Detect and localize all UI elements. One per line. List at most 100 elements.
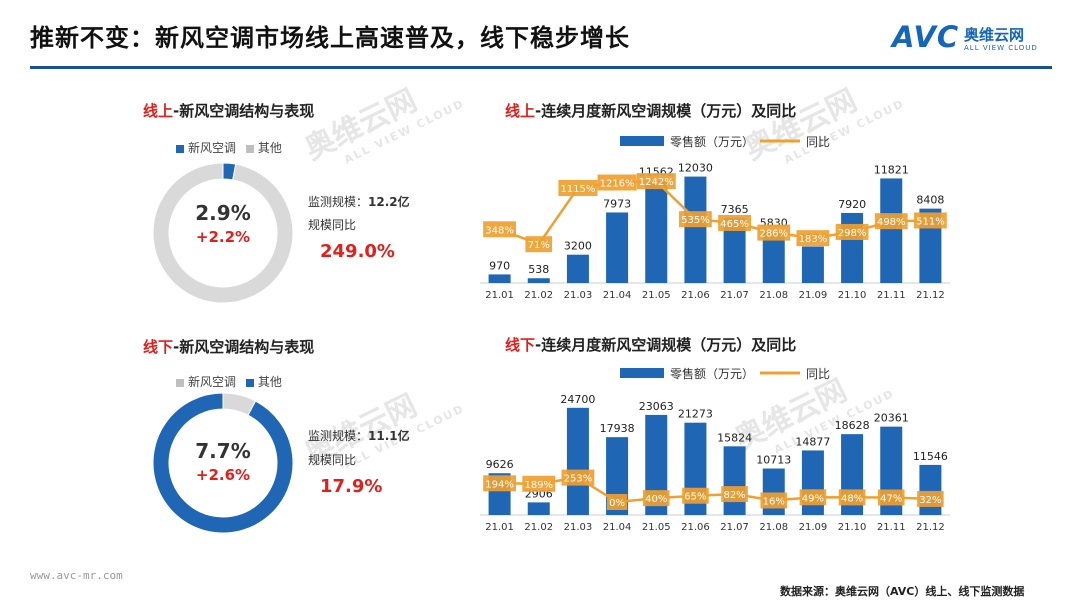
watermark: 奥维云网 ALL VIEW CLOUD bbox=[299, 83, 467, 168]
legend-label: 新风空调 bbox=[188, 375, 237, 389]
bar-21.01 bbox=[488, 274, 511, 283]
online-share-value: 2.9% bbox=[195, 201, 251, 225]
offline-share-value: 7.7% bbox=[195, 439, 251, 463]
x-tick-label: 21.03 bbox=[564, 290, 593, 301]
bar-21.03 bbox=[566, 407, 589, 515]
legend-label: 其他 bbox=[257, 375, 282, 389]
offline-monthly-chart-title: 线下-连续月度新风空调规模（万元）及同比 bbox=[505, 336, 797, 354]
yoy-data-label: 1242% bbox=[639, 177, 674, 188]
yoy-label-box bbox=[796, 230, 830, 247]
x-tick-label: 21.01 bbox=[485, 290, 514, 301]
yoy-data-label: 465% bbox=[720, 219, 749, 230]
bar-value-label: 11821 bbox=[874, 163, 909, 176]
offline-donut-legend: 新风空调 其他 bbox=[176, 373, 282, 390]
donut-slice-other bbox=[152, 392, 294, 534]
yoy-data-label: 48% bbox=[841, 493, 863, 504]
bar-value-label: 14877 bbox=[795, 435, 830, 448]
legend-label-retail: 零售额（万元） bbox=[670, 134, 754, 149]
yoy-label-box bbox=[522, 475, 556, 492]
yoy-data-label: 49% bbox=[802, 493, 824, 504]
x-tick-label: 21.08 bbox=[759, 522, 788, 533]
bar-value-label: 970 bbox=[489, 259, 510, 272]
offline-yoy-value: 17.9% bbox=[320, 476, 383, 497]
site-url[interactable]: www.avc-mr.com bbox=[30, 569, 123, 582]
bar-value-label: 7973 bbox=[603, 197, 631, 210]
bar-21.05 bbox=[645, 414, 668, 515]
yoy-data-label: 348% bbox=[485, 225, 514, 236]
x-tick-label: 21.06 bbox=[681, 290, 710, 301]
bar-value-label: 538 bbox=[528, 263, 549, 276]
x-tick-label: 21.02 bbox=[524, 522, 553, 533]
yoy-data-label: 40% bbox=[645, 494, 667, 505]
bar-value-label: 24700 bbox=[560, 393, 595, 406]
offline-donut-chart bbox=[152, 392, 294, 534]
yoy-data-label: 298% bbox=[838, 228, 867, 239]
offline-structure-title: 线下-新风空调结构与表现 bbox=[143, 338, 315, 356]
data-source-note: 数据来源：奥维云网（AVC）线上、线下监测数据 bbox=[780, 585, 1025, 598]
yoy-label-box bbox=[799, 489, 827, 506]
online-yoy-value: 249.0% bbox=[320, 241, 395, 262]
yoy-label-box bbox=[917, 490, 944, 507]
yoy-data-label: 0% bbox=[609, 498, 625, 509]
bar-value-label: 10713 bbox=[756, 454, 791, 467]
yoy-data-label: 189% bbox=[524, 480, 553, 491]
bar-value-label: 3200 bbox=[564, 240, 592, 253]
x-tick-label: 21.11 bbox=[877, 522, 906, 533]
offline-monthly-chart: 零售额（万元） 同比962621.01290621.022470021.03179… bbox=[480, 366, 950, 533]
yoy-label-box bbox=[721, 486, 748, 503]
x-tick-label: 21.12 bbox=[916, 290, 945, 301]
yoy-data-label: 511% bbox=[916, 216, 945, 227]
yoy-label-box bbox=[718, 214, 751, 231]
bar-21.02 bbox=[527, 278, 550, 283]
yoy-label-box bbox=[483, 475, 516, 492]
legend-swatch-aircon bbox=[176, 144, 184, 153]
online-yoy-label: 规模同比 bbox=[308, 218, 357, 232]
yoy-label-box bbox=[682, 487, 709, 504]
bar-value-label: 18628 bbox=[835, 419, 870, 432]
x-tick-label: 21.03 bbox=[564, 522, 593, 533]
x-tick-label: 21.10 bbox=[838, 522, 867, 533]
avc-logo: AVC 奥维云网 ALL VIEW CLOUD bbox=[892, 20, 1038, 54]
legend-label-yoy: 同比 bbox=[806, 135, 830, 149]
offline-scale: 监测规模：11.1亿 bbox=[308, 429, 410, 443]
x-tick-label: 21.09 bbox=[799, 290, 828, 301]
bar-21.03 bbox=[566, 254, 589, 283]
yoy-label-box bbox=[597, 174, 637, 191]
yoy-label-box bbox=[914, 212, 947, 229]
bar-value-label: 23063 bbox=[639, 400, 674, 413]
yoy-label-box bbox=[838, 489, 866, 506]
legend-label-yoy: 同比 bbox=[806, 367, 830, 381]
x-tick-label: 21.09 bbox=[799, 522, 828, 533]
online-scale: 监测规模：12.2亿 bbox=[308, 195, 410, 209]
yoy-data-label: 82% bbox=[723, 490, 745, 501]
yoy-label-box bbox=[561, 469, 595, 486]
x-tick-label: 21.02 bbox=[524, 290, 553, 301]
bar-21.07 bbox=[723, 217, 746, 283]
yoy-data-label: 286% bbox=[759, 229, 788, 240]
x-tick-label: 21.07 bbox=[720, 290, 749, 301]
bar-21.04 bbox=[606, 212, 629, 283]
online-monthly-chart-title: 线上-连续月度新风空调规模（万元）及同比 bbox=[505, 102, 797, 120]
offline-yoy-label: 规模同比 bbox=[308, 453, 357, 467]
yoy-data-label: 535% bbox=[681, 215, 710, 226]
bar-21.05 bbox=[645, 180, 668, 283]
x-tick-label: 21.07 bbox=[720, 522, 749, 533]
page-title: 推新不变：新风空调市场线上高速普及，线下稳步增长 bbox=[30, 24, 630, 52]
bar-21.08 bbox=[762, 231, 785, 283]
x-tick-label: 21.05 bbox=[642, 290, 671, 301]
yoy-label-box bbox=[525, 236, 553, 253]
legend-swatch-aircon bbox=[176, 378, 184, 387]
bar-21.09 bbox=[801, 246, 824, 283]
yoy-data-label: 1115% bbox=[560, 184, 595, 195]
yoy-label-box bbox=[636, 173, 676, 190]
offline-share-change: +2.6% bbox=[195, 466, 251, 484]
bar-value-label: 15824 bbox=[717, 431, 752, 444]
yoy-label-box bbox=[757, 224, 791, 241]
yoy-data-label: 498% bbox=[877, 217, 906, 228]
bar-value-label: 8408 bbox=[916, 194, 944, 207]
bar-21.06 bbox=[684, 176, 707, 283]
online-monthly-chart: 零售额（万元） 同比 970 21.01 538 21.02 3200 21.03 7973 21… bbox=[480, 134, 950, 301]
legend-swatch-other bbox=[245, 378, 254, 387]
yoy-label-box bbox=[558, 179, 598, 196]
bar-21.10 bbox=[841, 212, 864, 283]
